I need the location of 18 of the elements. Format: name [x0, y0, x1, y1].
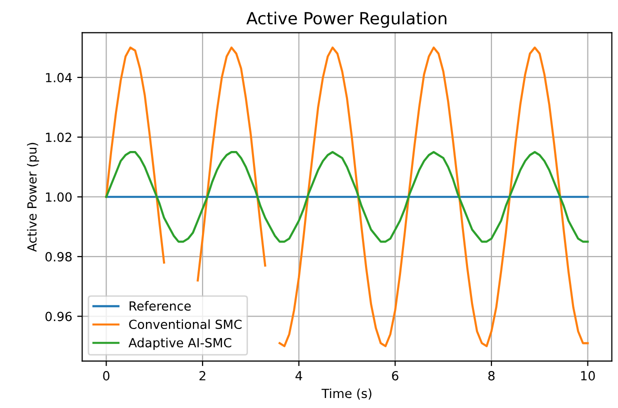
x-tick-label: 6 [392, 371, 398, 380]
chart-title: Active Power Regulation [246, 12, 446, 28]
x-tick-label: 2 [200, 371, 206, 380]
x-tick-label: 4 [295, 371, 302, 380]
x-tick-label: 8 [488, 371, 495, 380]
y-tick-label: 0.98 [45, 252, 72, 262]
y-tick-label: 1.02 [46, 132, 72, 142]
y-tick-label: 0.96 [45, 312, 72, 322]
x-axis-title: Time (s) [322, 388, 372, 400]
legend-label: Conventional SMC [129, 319, 242, 330]
x-tick-label: 0 [103, 371, 110, 380]
y-tick-label: 1.04 [46, 72, 72, 82]
x-tick-label: 10 [581, 371, 595, 380]
legend-label: Adaptive AI-SMC [128, 338, 232, 350]
y-tick-label: 1.00 [46, 192, 72, 202]
line-series [105, 151, 589, 243]
legend-label: Reference [130, 301, 191, 311]
y-axis-title: Active Power (pu) [26, 142, 40, 252]
